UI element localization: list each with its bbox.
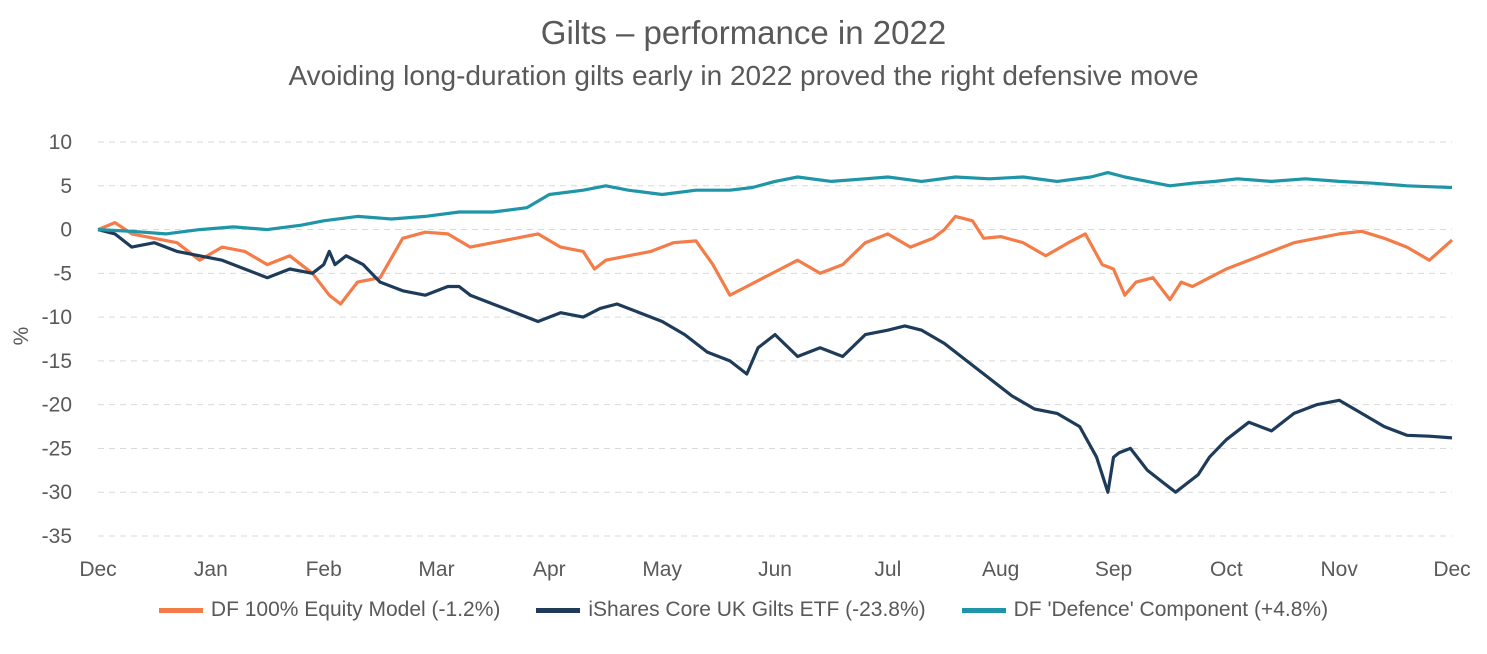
x-tick-label: Aug — [982, 558, 1019, 581]
x-tick-label: May — [642, 558, 682, 581]
x-tick-label: Feb — [306, 558, 342, 581]
legend-label: DF 'Defence' Component (+4.8%) — [1013, 598, 1329, 621]
x-tick-label: Mar — [418, 558, 454, 581]
legend-swatch — [536, 607, 581, 613]
legend: DF 100% Equity Model (-1.2%) iShares Core… — [0, 598, 1487, 622]
axes: 10 5 0 -5 -10 -15 -20 -25 -30 -35 Dec Jan Feb Mar Apr M… — [42, 131, 1471, 581]
y-tick-label: 0 — [60, 219, 72, 242]
x-tick-label: Dec — [79, 558, 116, 581]
legend-label: iShares Core UK Gilts ETF (-23.8%) — [588, 598, 926, 621]
series-lines — [97, 171, 1454, 494]
gridlines — [98, 141, 1452, 537]
y-tick-label: -10 — [42, 306, 72, 329]
y-tick-label: 5 — [60, 175, 72, 198]
y-tick-label: -20 — [42, 394, 72, 417]
legend-item-2: DF 'Defence' Component (+4.8%) — [961, 598, 1329, 622]
y-tick-label: -5 — [53, 262, 72, 285]
legend-label: DF 100% Equity Model (-1.2%) — [210, 598, 501, 621]
x-tick-label: Jan — [194, 558, 228, 581]
y-tick-label: -15 — [42, 350, 72, 373]
y-tick-label: 10 — [49, 131, 72, 154]
series-line-1 — [97, 228, 1453, 494]
y-tick-label: -30 — [42, 481, 72, 504]
x-tick-label: Sep — [1095, 558, 1132, 581]
y-tick-label: -25 — [42, 437, 72, 460]
chart-title: Gilts – performance in 2022 — [540, 14, 947, 51]
series-line-2 — [97, 171, 1453, 236]
x-tick-label: Nov — [1320, 558, 1358, 581]
x-tick-label: Oct — [1210, 558, 1243, 581]
y-tick-label: -35 — [42, 525, 72, 548]
x-tick-label: Jul — [874, 558, 901, 581]
y-axis-label: % — [10, 327, 33, 346]
x-tick-label: Jun — [758, 558, 792, 581]
x-tick-label: Dec — [1433, 558, 1470, 581]
x-tick-label: Apr — [533, 558, 566, 581]
legend-swatch — [158, 607, 203, 613]
legend-item-0: DF 100% Equity Model (-1.2%) — [158, 598, 501, 622]
legend-swatch — [961, 607, 1006, 613]
series-line-0 — [97, 214, 1454, 306]
legend-item-1: iShares Core UK Gilts ETF (-23.8%) — [536, 598, 926, 622]
chart-subtitle: Avoiding long-duration gilts early in 20… — [288, 60, 1199, 91]
